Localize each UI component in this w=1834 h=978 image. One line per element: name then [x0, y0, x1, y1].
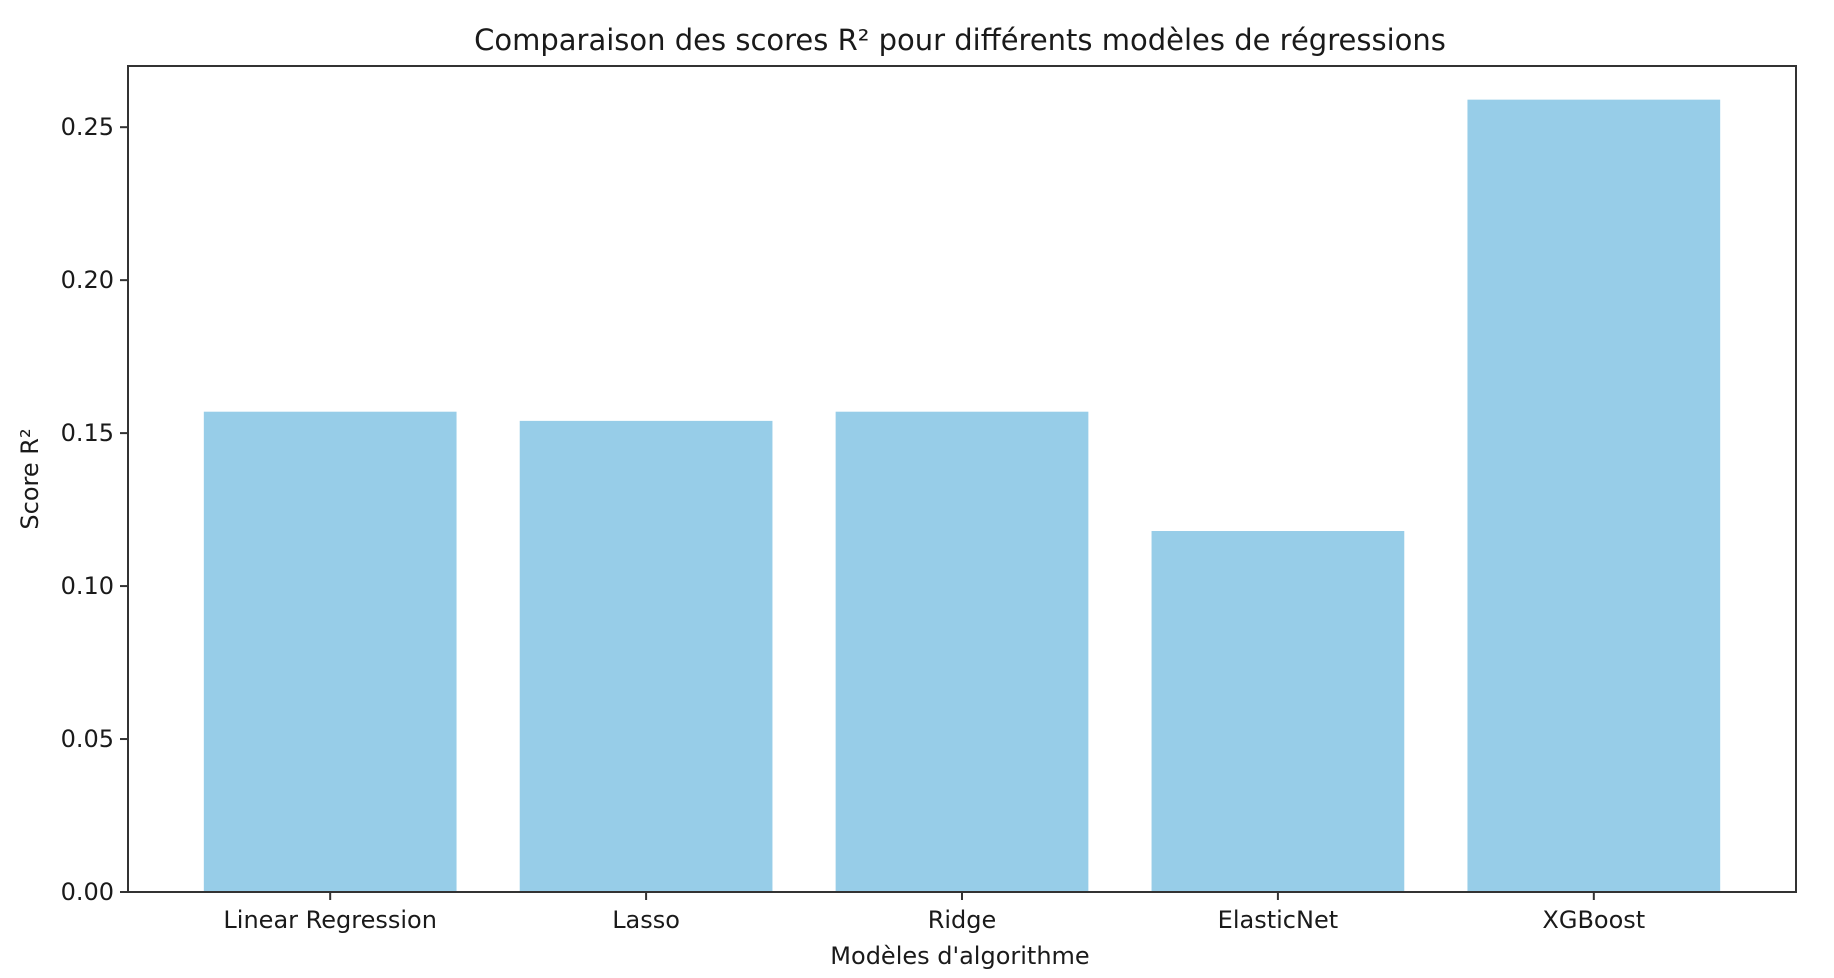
x-tick-label: Lasso [612, 906, 680, 934]
bar-elasticnet [1151, 531, 1405, 892]
y-tick-label: 0.15 [61, 419, 114, 447]
x-tick-label: XGBoost [1542, 906, 1645, 934]
x-tick-label: Ridge [928, 906, 997, 934]
chart-title: Comparaison des scores R² pour différent… [474, 23, 1446, 57]
x-tick-label: Linear Regression [223, 906, 437, 934]
bar-linear-regression [203, 411, 457, 892]
y-tick-label: 0.00 [61, 878, 114, 906]
x-tick-label: ElasticNet [1218, 906, 1338, 934]
y-tick-label: 0.10 [61, 572, 114, 600]
bar-lasso [519, 420, 773, 892]
y-tick-label: 0.25 [61, 113, 114, 141]
y-tick-label: 0.05 [61, 725, 114, 753]
plot-frame [127, 65, 1797, 893]
y-tick-label: 0.20 [61, 266, 114, 294]
bars-group [203, 99, 1721, 892]
y-axis-label: Score R² [16, 428, 44, 529]
y-axis-ticks: 0.00 0.05 0.10 0.15 0.20 0.25 [61, 113, 128, 906]
x-axis-label: Modèles d'algorithme [830, 942, 1089, 970]
bar-xgboost [1467, 99, 1721, 892]
x-axis-ticks: Linear Regression Lasso Ridge ElasticNet XGB… [223, 892, 1645, 934]
bar-ridge [835, 411, 1089, 892]
